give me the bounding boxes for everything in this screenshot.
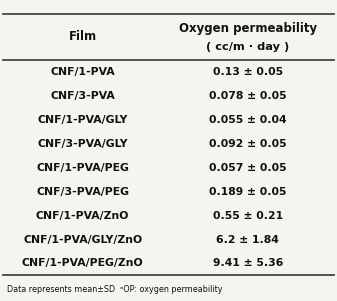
Text: CNF/3-PVA/PEG: CNF/3-PVA/PEG	[36, 187, 129, 197]
Text: 9.41 ± 5.36: 9.41 ± 5.36	[213, 259, 283, 268]
Text: 0.055 ± 0.04: 0.055 ± 0.04	[209, 115, 286, 125]
Text: 0.057 ± 0.05: 0.057 ± 0.05	[209, 163, 286, 173]
Text: CNF/1-PVA/PEG: CNF/1-PVA/PEG	[36, 163, 129, 173]
Text: CNF/3-PVA: CNF/3-PVA	[50, 91, 115, 101]
Text: CNF/1-PVA/GLY/ZnO: CNF/1-PVA/GLY/ZnO	[23, 234, 142, 244]
Text: CNF/1-PVA/GLY: CNF/1-PVA/GLY	[37, 115, 128, 125]
Text: ( cc/m · day ): ( cc/m · day )	[206, 42, 289, 52]
Text: 0.078 ± 0.05: 0.078 ± 0.05	[209, 91, 286, 101]
Text: 0.13 ± 0.05: 0.13 ± 0.05	[213, 67, 283, 77]
Text: Oxygen permeability: Oxygen permeability	[179, 22, 317, 35]
Text: Data represents mean±SD  ᵃOP: oxygen permeability: Data represents mean±SD ᵃOP: oxygen perm…	[7, 285, 222, 294]
Text: 6.2 ± 1.84: 6.2 ± 1.84	[216, 234, 279, 244]
Text: CNF/3-PVA/GLY: CNF/3-PVA/GLY	[37, 139, 128, 149]
Text: Film: Film	[68, 30, 97, 43]
Text: CNF/1-PVA/ZnO: CNF/1-PVA/ZnO	[36, 211, 129, 221]
Text: CNF/1-PVA: CNF/1-PVA	[50, 67, 115, 77]
Text: 0.55 ± 0.21: 0.55 ± 0.21	[213, 211, 283, 221]
Text: 0.092 ± 0.05: 0.092 ± 0.05	[209, 139, 286, 149]
Text: 0.189 ± 0.05: 0.189 ± 0.05	[209, 187, 286, 197]
Text: CNF/1-PVA/PEG/ZnO: CNF/1-PVA/PEG/ZnO	[22, 259, 143, 268]
